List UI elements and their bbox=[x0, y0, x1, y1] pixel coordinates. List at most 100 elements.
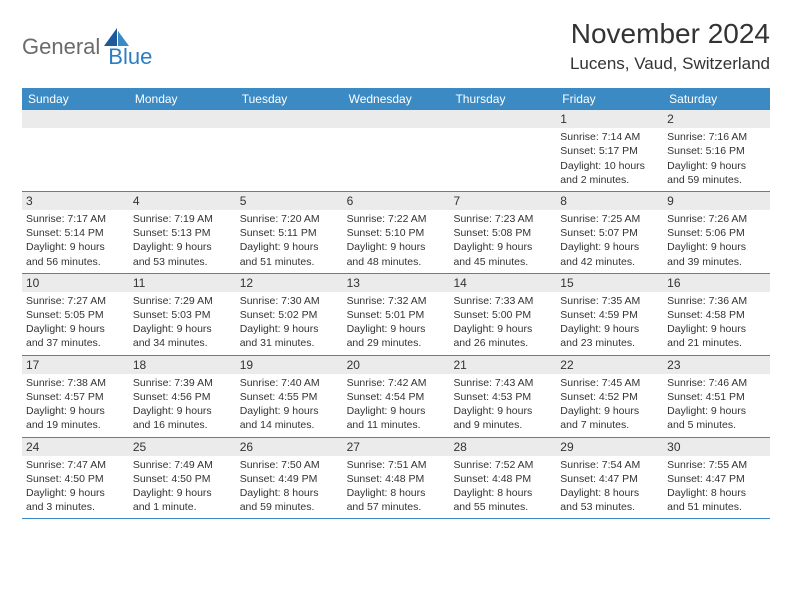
day-cell bbox=[236, 110, 343, 191]
sunrise-text: Sunrise: 7:26 AM bbox=[667, 212, 766, 226]
day-cell: 10Sunrise: 7:27 AMSunset: 5:05 PMDayligh… bbox=[22, 274, 129, 355]
sunrise-text: Sunrise: 7:42 AM bbox=[347, 376, 446, 390]
day-body: Sunrise: 7:17 AMSunset: 5:14 PMDaylight:… bbox=[22, 210, 129, 273]
day-body: Sunrise: 7:46 AMSunset: 4:51 PMDaylight:… bbox=[663, 374, 770, 437]
day-number: 13 bbox=[343, 274, 450, 292]
sunset-text: Sunset: 5:14 PM bbox=[26, 226, 125, 240]
daylight-text: Daylight: 9 hours and 45 minutes. bbox=[453, 240, 552, 268]
sunset-text: Sunset: 4:49 PM bbox=[240, 472, 339, 486]
day-number: 30 bbox=[663, 438, 770, 456]
day-cell: 18Sunrise: 7:39 AMSunset: 4:56 PMDayligh… bbox=[129, 356, 236, 437]
sunset-text: Sunset: 4:50 PM bbox=[133, 472, 232, 486]
day-cell: 9Sunrise: 7:26 AMSunset: 5:06 PMDaylight… bbox=[663, 192, 770, 273]
sunset-text: Sunset: 5:16 PM bbox=[667, 144, 766, 158]
day-body: Sunrise: 7:22 AMSunset: 5:10 PMDaylight:… bbox=[343, 210, 450, 273]
sunrise-text: Sunrise: 7:47 AM bbox=[26, 458, 125, 472]
day-number: 16 bbox=[663, 274, 770, 292]
daylight-text: Daylight: 9 hours and 21 minutes. bbox=[667, 322, 766, 350]
day-number: 10 bbox=[22, 274, 129, 292]
sunset-text: Sunset: 5:11 PM bbox=[240, 226, 339, 240]
sunrise-text: Sunrise: 7:27 AM bbox=[26, 294, 125, 308]
day-cell: 27Sunrise: 7:51 AMSunset: 4:48 PMDayligh… bbox=[343, 438, 450, 519]
day-number: 29 bbox=[556, 438, 663, 456]
sunset-text: Sunset: 5:01 PM bbox=[347, 308, 446, 322]
sunset-text: Sunset: 5:10 PM bbox=[347, 226, 446, 240]
sunrise-text: Sunrise: 7:14 AM bbox=[560, 130, 659, 144]
sunrise-text: Sunrise: 7:55 AM bbox=[667, 458, 766, 472]
sunrise-text: Sunrise: 7:40 AM bbox=[240, 376, 339, 390]
day-cell: 12Sunrise: 7:30 AMSunset: 5:02 PMDayligh… bbox=[236, 274, 343, 355]
daylight-text: Daylight: 9 hours and 5 minutes. bbox=[667, 404, 766, 432]
sunset-text: Sunset: 4:52 PM bbox=[560, 390, 659, 404]
day-body: Sunrise: 7:30 AMSunset: 5:02 PMDaylight:… bbox=[236, 292, 343, 355]
day-cell: 21Sunrise: 7:43 AMSunset: 4:53 PMDayligh… bbox=[449, 356, 556, 437]
day-body: Sunrise: 7:51 AMSunset: 4:48 PMDaylight:… bbox=[343, 456, 450, 519]
sunset-text: Sunset: 4:48 PM bbox=[347, 472, 446, 486]
day-body: Sunrise: 7:35 AMSunset: 4:59 PMDaylight:… bbox=[556, 292, 663, 355]
daylight-text: Daylight: 9 hours and 51 minutes. bbox=[240, 240, 339, 268]
day-number: 1 bbox=[556, 110, 663, 128]
month-title: November 2024 bbox=[570, 18, 770, 50]
day-cell: 2Sunrise: 7:16 AMSunset: 5:16 PMDaylight… bbox=[663, 110, 770, 191]
day-number: 21 bbox=[449, 356, 556, 374]
sunrise-text: Sunrise: 7:16 AM bbox=[667, 130, 766, 144]
sunrise-text: Sunrise: 7:36 AM bbox=[667, 294, 766, 308]
week-row: 1Sunrise: 7:14 AMSunset: 5:17 PMDaylight… bbox=[22, 110, 770, 192]
day-body: Sunrise: 7:38 AMSunset: 4:57 PMDaylight:… bbox=[22, 374, 129, 437]
daylight-text: Daylight: 9 hours and 11 minutes. bbox=[347, 404, 446, 432]
sunset-text: Sunset: 4:48 PM bbox=[453, 472, 552, 486]
day-cell: 24Sunrise: 7:47 AMSunset: 4:50 PMDayligh… bbox=[22, 438, 129, 519]
day-cell: 26Sunrise: 7:50 AMSunset: 4:49 PMDayligh… bbox=[236, 438, 343, 519]
day-body: Sunrise: 7:16 AMSunset: 5:16 PMDaylight:… bbox=[663, 128, 770, 191]
daylight-text: Daylight: 9 hours and 14 minutes. bbox=[240, 404, 339, 432]
daylight-text: Daylight: 9 hours and 31 minutes. bbox=[240, 322, 339, 350]
day-number: 11 bbox=[129, 274, 236, 292]
day-body: Sunrise: 7:50 AMSunset: 4:49 PMDaylight:… bbox=[236, 456, 343, 519]
sunset-text: Sunset: 5:08 PM bbox=[453, 226, 552, 240]
sunset-text: Sunset: 4:55 PM bbox=[240, 390, 339, 404]
weekday-tuesday: Tuesday bbox=[236, 88, 343, 110]
sunrise-text: Sunrise: 7:19 AM bbox=[133, 212, 232, 226]
sunrise-text: Sunrise: 7:51 AM bbox=[347, 458, 446, 472]
day-cell: 4Sunrise: 7:19 AMSunset: 5:13 PMDaylight… bbox=[129, 192, 236, 273]
sunrise-text: Sunrise: 7:38 AM bbox=[26, 376, 125, 390]
day-cell: 23Sunrise: 7:46 AMSunset: 4:51 PMDayligh… bbox=[663, 356, 770, 437]
sunrise-text: Sunrise: 7:50 AM bbox=[240, 458, 339, 472]
day-body: Sunrise: 7:54 AMSunset: 4:47 PMDaylight:… bbox=[556, 456, 663, 519]
calendar: SundayMondayTuesdayWednesdayThursdayFrid… bbox=[22, 88, 770, 519]
sunrise-text: Sunrise: 7:54 AM bbox=[560, 458, 659, 472]
day-body: Sunrise: 7:45 AMSunset: 4:52 PMDaylight:… bbox=[556, 374, 663, 437]
day-cell: 3Sunrise: 7:17 AMSunset: 5:14 PMDaylight… bbox=[22, 192, 129, 273]
sunrise-text: Sunrise: 7:32 AM bbox=[347, 294, 446, 308]
day-body: Sunrise: 7:55 AMSunset: 4:47 PMDaylight:… bbox=[663, 456, 770, 519]
day-body: Sunrise: 7:39 AMSunset: 4:56 PMDaylight:… bbox=[129, 374, 236, 437]
sunrise-text: Sunrise: 7:22 AM bbox=[347, 212, 446, 226]
sunset-text: Sunset: 4:59 PM bbox=[560, 308, 659, 322]
day-cell bbox=[449, 110, 556, 191]
day-cell: 29Sunrise: 7:54 AMSunset: 4:47 PMDayligh… bbox=[556, 438, 663, 519]
day-body: Sunrise: 7:49 AMSunset: 4:50 PMDaylight:… bbox=[129, 456, 236, 519]
day-body: Sunrise: 7:43 AMSunset: 4:53 PMDaylight:… bbox=[449, 374, 556, 437]
weekday-friday: Friday bbox=[556, 88, 663, 110]
day-body: Sunrise: 7:42 AMSunset: 4:54 PMDaylight:… bbox=[343, 374, 450, 437]
location: Lucens, Vaud, Switzerland bbox=[570, 54, 770, 74]
day-body: Sunrise: 7:23 AMSunset: 5:08 PMDaylight:… bbox=[449, 210, 556, 273]
daylight-text: Daylight: 9 hours and 53 minutes. bbox=[133, 240, 232, 268]
day-body: Sunrise: 7:27 AMSunset: 5:05 PMDaylight:… bbox=[22, 292, 129, 355]
sunrise-text: Sunrise: 7:17 AM bbox=[26, 212, 125, 226]
sunset-text: Sunset: 4:53 PM bbox=[453, 390, 552, 404]
day-cell: 22Sunrise: 7:45 AMSunset: 4:52 PMDayligh… bbox=[556, 356, 663, 437]
day-number: 18 bbox=[129, 356, 236, 374]
daylight-text: Daylight: 9 hours and 42 minutes. bbox=[560, 240, 659, 268]
weekday-sunday: Sunday bbox=[22, 88, 129, 110]
empty-day bbox=[22, 110, 129, 128]
sunrise-text: Sunrise: 7:20 AM bbox=[240, 212, 339, 226]
day-number: 4 bbox=[129, 192, 236, 210]
daylight-text: Daylight: 9 hours and 59 minutes. bbox=[667, 159, 766, 187]
weekday-thursday: Thursday bbox=[449, 88, 556, 110]
sunrise-text: Sunrise: 7:52 AM bbox=[453, 458, 552, 472]
day-number: 24 bbox=[22, 438, 129, 456]
daylight-text: Daylight: 9 hours and 56 minutes. bbox=[26, 240, 125, 268]
sunrise-text: Sunrise: 7:30 AM bbox=[240, 294, 339, 308]
sunset-text: Sunset: 4:47 PM bbox=[560, 472, 659, 486]
